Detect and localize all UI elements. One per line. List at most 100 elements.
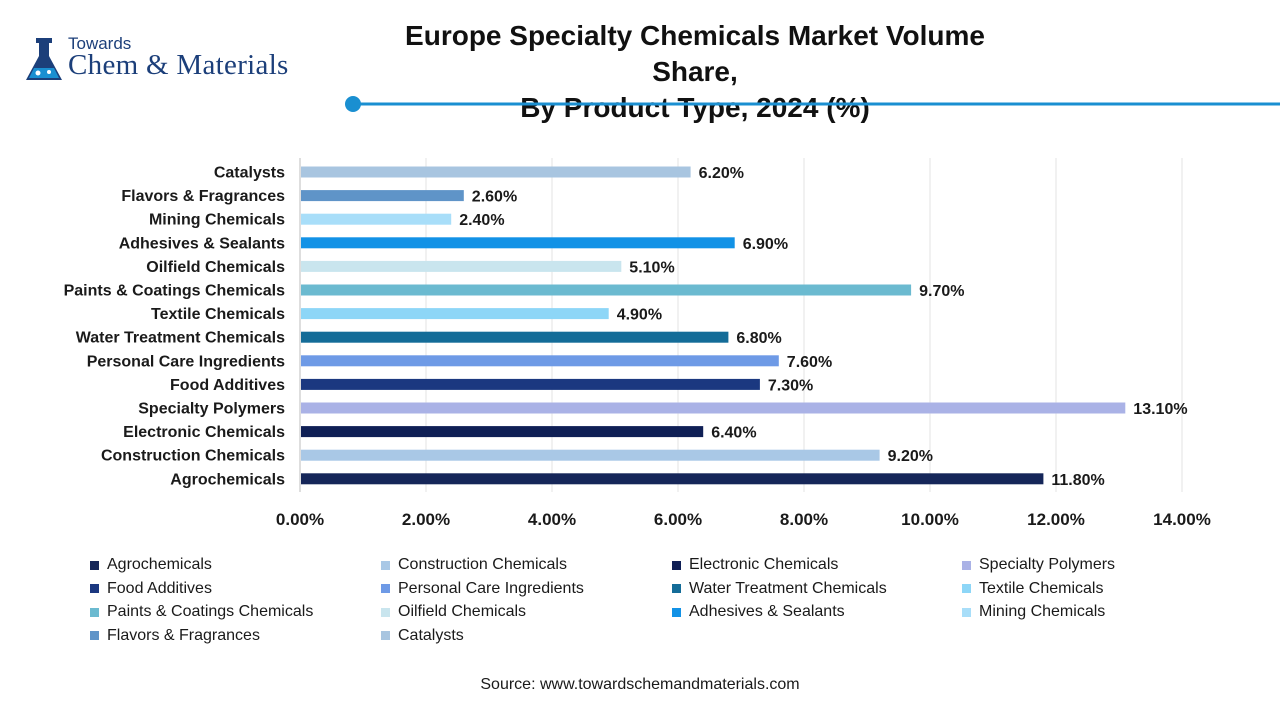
legend-label: Water Treatment Chemicals xyxy=(689,579,887,597)
bar xyxy=(301,237,735,249)
x-tick-label: 10.00% xyxy=(901,510,959,529)
data-label: 6.40% xyxy=(711,425,756,442)
legend-item: Water Treatment Chemicals xyxy=(672,580,887,598)
bar xyxy=(301,355,779,367)
legend-swatch xyxy=(90,584,99,593)
category-label: Electronic Chemicals xyxy=(123,424,285,441)
legend-item: Paints & Coatings Chemicals xyxy=(90,603,313,621)
data-label: 11.80% xyxy=(1051,472,1104,489)
legend-item: Electronic Chemicals xyxy=(672,556,838,574)
title-underline xyxy=(345,96,1280,112)
legend-swatch xyxy=(672,607,681,617)
x-tick-label: 2.00% xyxy=(402,510,450,529)
legend-item: Food Additives xyxy=(90,580,212,598)
legend-label: Oilfield Chemicals xyxy=(398,603,527,620)
bar xyxy=(301,284,912,296)
legend-label: Flavors & Fragrances xyxy=(107,626,260,644)
legend-item: Textile Chemicals xyxy=(962,580,1103,598)
legend-item: Specialty Polymers xyxy=(962,556,1115,574)
x-tick-label: 12.00% xyxy=(1027,510,1085,529)
legend-label: Specialty Polymers xyxy=(979,556,1116,573)
bar xyxy=(301,331,729,343)
logo-top-text: Towards xyxy=(68,34,132,53)
legend-item: Mining Chemicals xyxy=(962,603,1105,621)
chart-title-line-2: By Product Type, 2024 (%) xyxy=(520,92,870,123)
bar xyxy=(301,190,464,202)
category-label: Agrochemicals xyxy=(170,471,285,488)
legend-label: Personal Care Ingredients xyxy=(398,579,584,597)
data-label: 9.20% xyxy=(888,448,933,465)
category-label: Oilfield Chemicals xyxy=(146,259,285,276)
legend-label: Agrochemicals xyxy=(107,556,212,573)
legend-swatch xyxy=(672,560,681,570)
legend-swatch xyxy=(90,607,99,617)
bar-chart: 0.00% 2.00% 4.00% 6.00% 8.00% 10.00% 12.00% 14.… xyxy=(64,158,1211,529)
category-label: Catalysts xyxy=(214,165,285,182)
legend-label: Food Additives xyxy=(107,579,212,597)
x-tick-label: 0.00% xyxy=(276,510,324,529)
bar xyxy=(301,426,704,438)
category-label: Textile Chemicals xyxy=(151,306,285,323)
chart-title-line-1: Europe Specialty Chemicals Market Volume… xyxy=(405,20,985,87)
data-label: 6.20% xyxy=(699,165,744,182)
category-label: Mining Chemicals xyxy=(149,212,285,229)
data-label: 6.90% xyxy=(743,236,788,253)
data-label: 2.60% xyxy=(472,189,517,206)
legend-swatch xyxy=(962,584,971,593)
legend-swatch xyxy=(90,560,99,570)
legend-item: Construction Chemicals xyxy=(381,556,567,574)
category-label: Construction Chemicals xyxy=(101,448,285,465)
category-label: Paints & Coatings Chemicals xyxy=(64,283,285,300)
legend-swatch xyxy=(381,560,390,570)
brand-logo: Towards Chem & Materials xyxy=(22,34,342,88)
bar xyxy=(301,473,1044,485)
legend-swatch xyxy=(381,584,390,593)
logo-main-text: Chem & Materials xyxy=(68,49,289,81)
data-label: 5.10% xyxy=(629,259,674,276)
data-label: 6.80% xyxy=(736,330,781,347)
bar xyxy=(301,308,609,320)
bar xyxy=(301,402,1126,414)
category-label: Personal Care Ingredients xyxy=(87,353,285,370)
category-label: Specialty Polymers xyxy=(138,401,285,418)
bar xyxy=(301,378,760,390)
legend-swatch xyxy=(381,607,390,617)
data-label: 9.70% xyxy=(919,283,964,300)
legend-label: Mining Chemicals xyxy=(979,603,1106,620)
legend-item: Adhesives & Sealants xyxy=(672,603,845,621)
legend-swatch xyxy=(381,631,390,640)
bar xyxy=(301,213,452,225)
flask-logo-icon xyxy=(26,38,62,80)
legend-label: Construction Chemicals xyxy=(398,556,567,573)
data-label: 4.90% xyxy=(617,307,662,324)
category-label: Food Additives xyxy=(170,377,285,394)
legend-label: Paints & Coatings Chemicals xyxy=(107,603,314,620)
data-label: 7.60% xyxy=(787,354,832,371)
chart-title: Europe Specialty Chemicals Market Volume… xyxy=(380,18,1010,126)
legend-item: Oilfield Chemicals xyxy=(381,603,526,621)
x-tick-label: 8.00% xyxy=(780,510,828,529)
data-label: 2.40% xyxy=(459,212,504,229)
legend-item: Flavors & Fragrances xyxy=(90,627,260,645)
bar xyxy=(301,449,880,461)
legend-label: Electronic Chemicals xyxy=(689,556,839,573)
category-label: Adhesives & Sealants xyxy=(119,235,285,252)
x-tick-label: 6.00% xyxy=(654,510,702,529)
legend-label: Textile Chemicals xyxy=(979,579,1104,597)
legend-swatch xyxy=(962,607,971,617)
data-label: 7.30% xyxy=(768,377,813,394)
bar xyxy=(301,260,622,272)
legend-label: Catalysts xyxy=(398,626,464,644)
category-label: Flavors & Fragrances xyxy=(121,188,285,205)
legend-item: Personal Care Ingredients xyxy=(381,580,584,598)
x-tick-label: 4.00% xyxy=(528,510,576,529)
legend-item: Agrochemicals xyxy=(90,556,212,574)
legend-swatch xyxy=(672,584,681,593)
legend-item: Catalysts xyxy=(381,627,464,645)
category-label: Water Treatment Chemicals xyxy=(76,330,285,347)
legend-swatch xyxy=(90,631,99,640)
x-tick-label: 14.00% xyxy=(1153,510,1211,529)
bar xyxy=(301,166,691,178)
legend-label: Adhesives & Sealants xyxy=(689,603,845,620)
source-note: Source: www.towardschemandmaterials.com xyxy=(480,676,800,693)
